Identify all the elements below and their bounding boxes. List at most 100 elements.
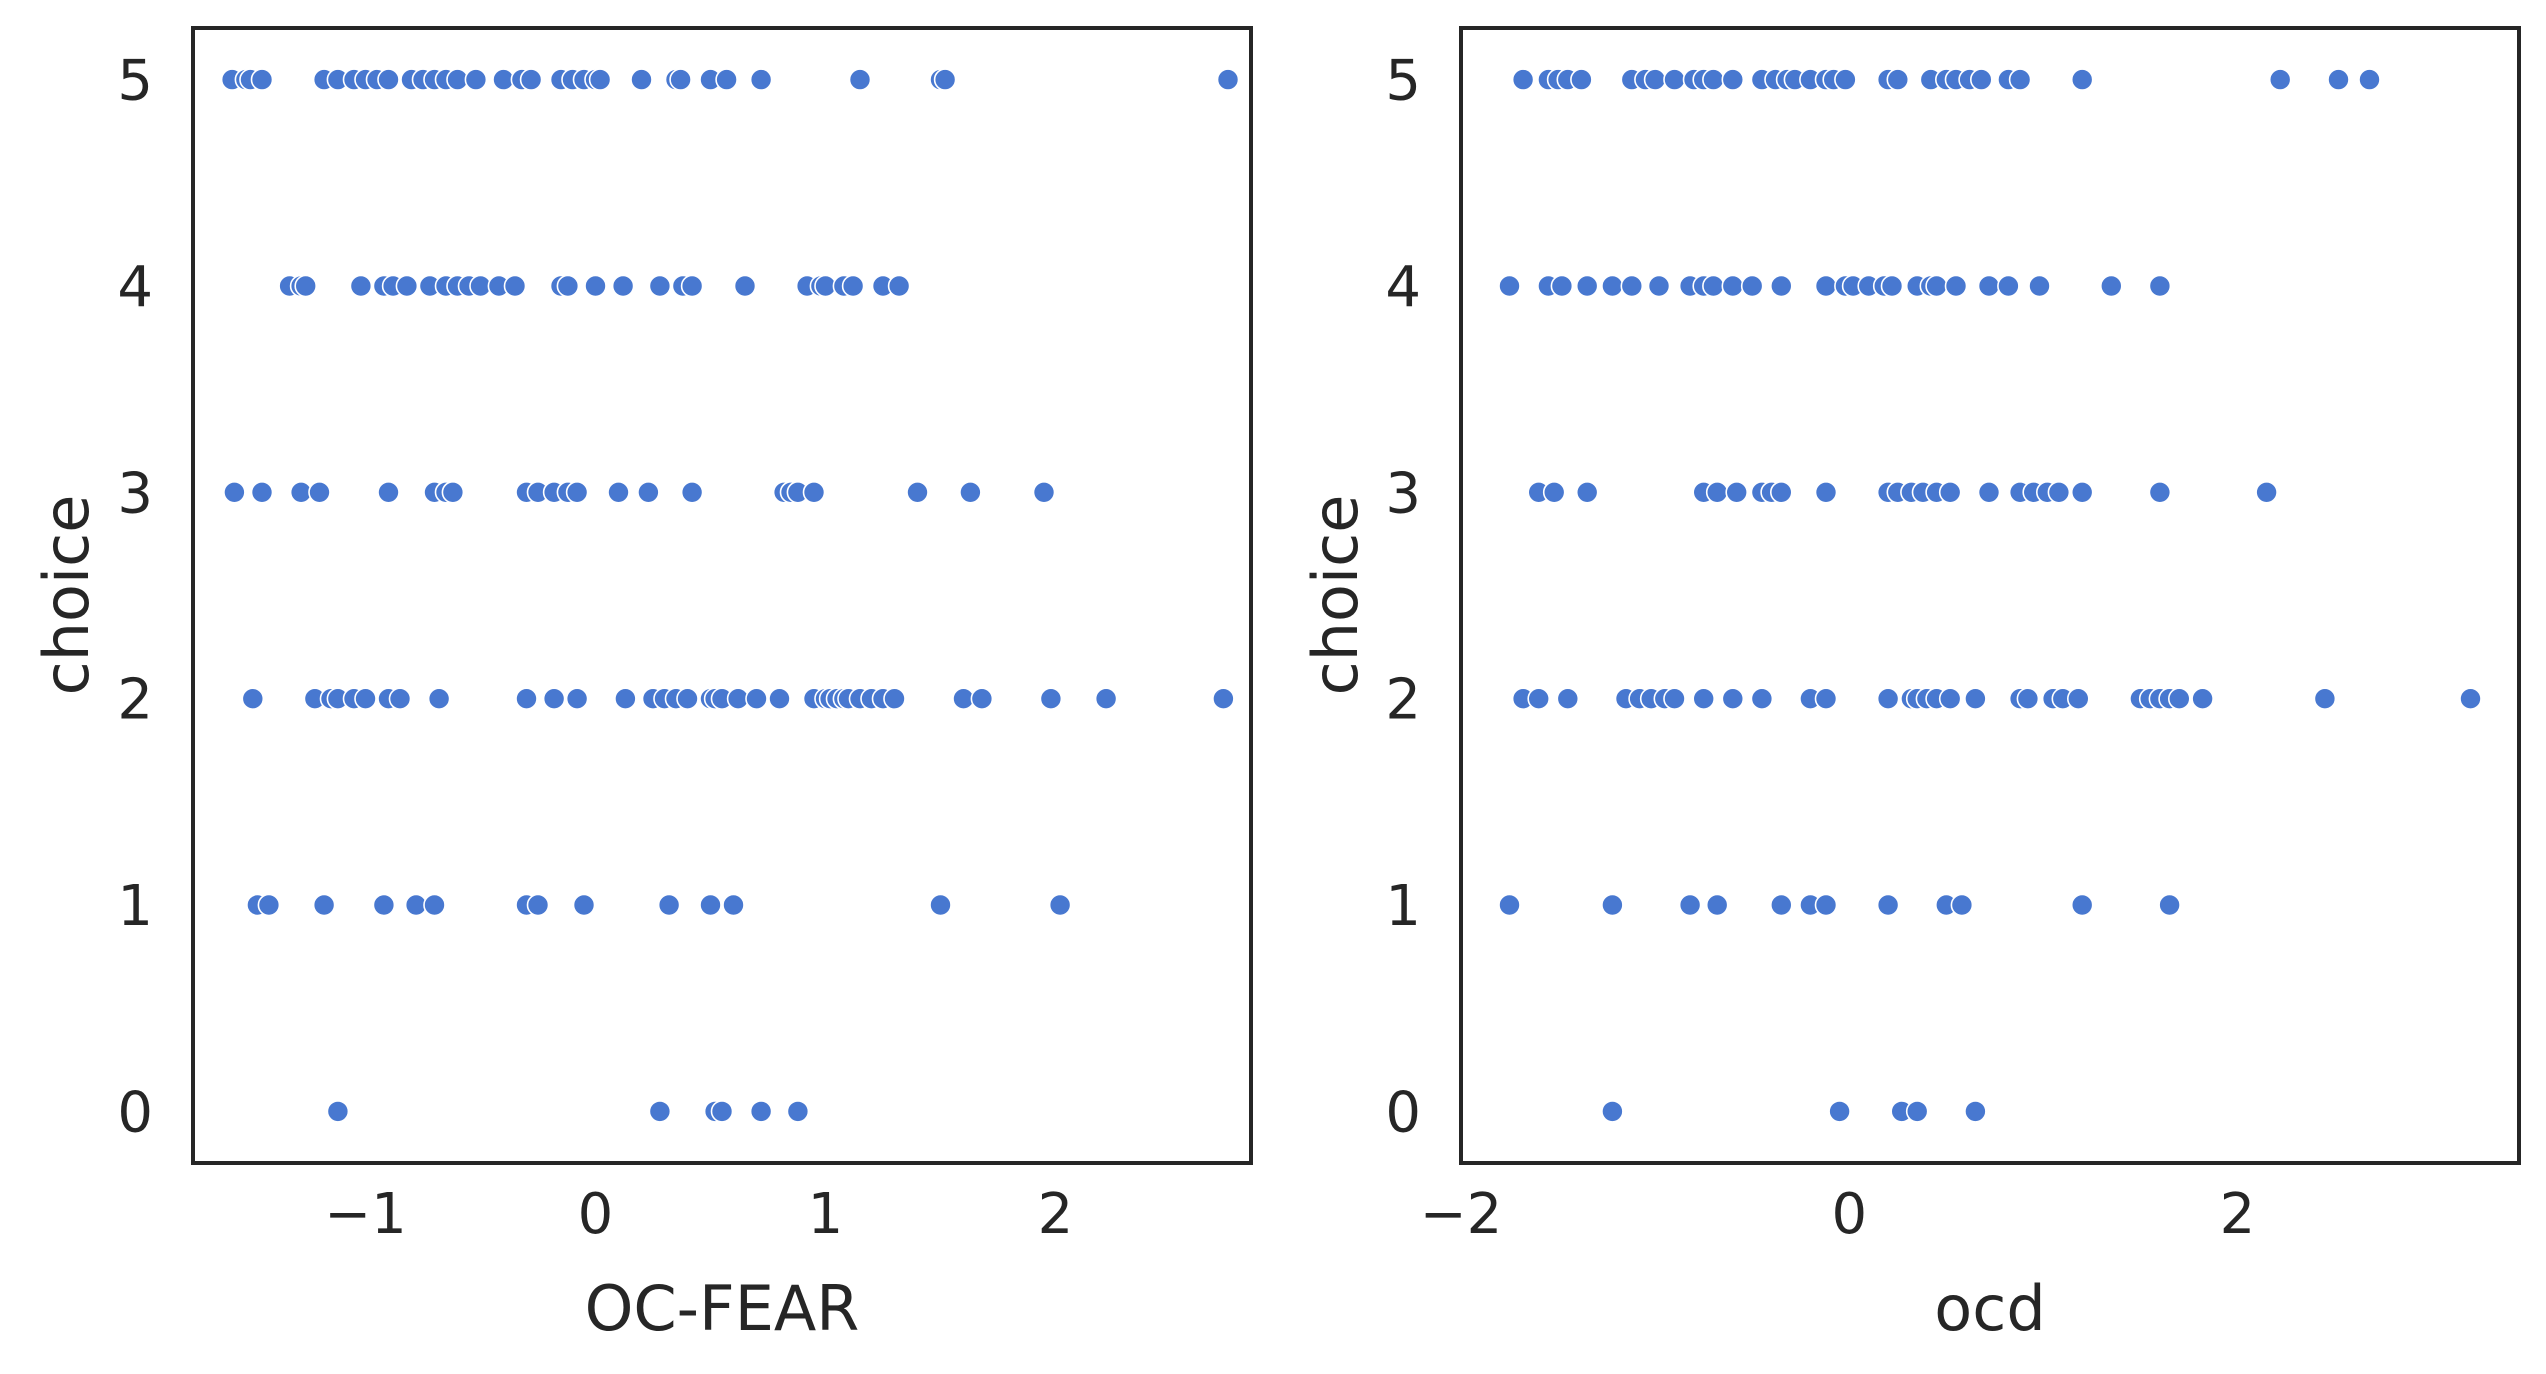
left-data-point	[1212, 687, 1235, 711]
left-data-point	[377, 480, 400, 504]
left-data-point	[722, 893, 745, 917]
right-x-tick-label: −2	[1420, 1182, 1503, 1247]
left-data-point	[607, 480, 630, 504]
right-data-point	[2016, 687, 2040, 711]
left-x-tick-label: 1	[808, 1182, 844, 1247]
right-data-point	[1498, 274, 1521, 298]
right-data-point	[1880, 274, 1904, 298]
right-y-axis-label: choice	[1299, 495, 1372, 696]
left-y-tick-label: 4	[117, 255, 153, 320]
left-data-point	[308, 480, 331, 504]
right-data-point	[1542, 480, 1566, 504]
right-data-point	[1876, 893, 1900, 917]
right-y-ticks: 0 1 2 3 4 5	[1385, 49, 1421, 1146]
left-data-point	[223, 480, 246, 504]
right-data-point	[1601, 893, 1624, 917]
right-data-point	[1977, 480, 2001, 504]
left-data-point	[637, 480, 660, 504]
right-data-point	[2459, 687, 2482, 711]
left-data-point	[648, 274, 672, 298]
left-data-point	[933, 68, 957, 91]
left-data-point	[588, 68, 612, 91]
left-data-point	[715, 68, 738, 91]
left-data-point	[542, 687, 566, 711]
right-data-point	[1570, 68, 1593, 91]
left-data-point	[802, 480, 826, 504]
left-y-tick-label: 0	[117, 1080, 153, 1145]
right-data-point	[1944, 274, 1968, 298]
left-y-tick-label: 5	[117, 49, 153, 114]
left-y-tick-label: 3	[117, 461, 153, 526]
left-x-ticks: −1 0 1 2	[324, 1182, 1073, 1247]
right-data-point	[1964, 687, 1987, 711]
left-data-point	[464, 68, 488, 91]
left-data-point	[257, 893, 281, 917]
left-y-tick-label: 2	[117, 668, 153, 733]
left-data-point	[377, 68, 400, 91]
right-data-point	[1511, 68, 1535, 91]
right-data-point	[2191, 687, 2214, 711]
left-data-point	[565, 480, 589, 504]
left-x-tick-label: 0	[578, 1182, 614, 1247]
right-data-point	[2358, 68, 2381, 91]
left-data-point	[503, 274, 527, 298]
right-data-point	[1620, 274, 1644, 298]
right-data-point	[1876, 687, 1900, 711]
right-data-point	[1886, 68, 1910, 91]
right-data-point	[2070, 68, 2094, 91]
left-data-point	[710, 1100, 734, 1123]
right-data-point	[1702, 274, 1725, 298]
left-plot-frame	[191, 26, 1253, 1165]
right-data-point	[1814, 687, 1838, 711]
right-data-point	[1814, 893, 1838, 917]
left-data-point	[611, 274, 635, 298]
left-data-point	[395, 274, 419, 298]
right-data-point	[2268, 68, 2292, 91]
left-data-point	[841, 274, 865, 298]
left-data-point	[883, 687, 906, 711]
right-data-point	[1950, 893, 1974, 917]
right-data-point	[1740, 274, 1764, 298]
right-data-point	[2008, 68, 2032, 91]
left-data-point	[745, 687, 768, 711]
right-y-tick-label: 0	[1385, 1080, 1421, 1145]
right-data-point	[1550, 274, 1574, 298]
left-data-point	[441, 480, 465, 504]
right-data-point	[1828, 1100, 1851, 1123]
right-data-point	[1643, 68, 1667, 91]
right-data-point	[1575, 274, 1599, 298]
left-x-tick-label: −1	[324, 1182, 407, 1247]
left-data-point	[676, 687, 699, 711]
right-data-point	[2327, 68, 2350, 91]
right-data-point	[2255, 480, 2278, 504]
right-data-point	[1925, 274, 1948, 298]
left-data-point	[572, 893, 596, 917]
left-data-point	[1216, 68, 1240, 91]
right-data-point	[1556, 687, 1580, 711]
right-data-point	[1498, 893, 1521, 917]
left-data-point	[1039, 687, 1063, 711]
left-data-point	[680, 274, 704, 298]
right-data-point	[1721, 274, 1745, 298]
left-x-tick-label: 2	[1038, 1182, 1074, 1247]
right-y-tick-label: 1	[1385, 874, 1421, 939]
right-data-point	[1770, 274, 1793, 298]
right-data-point	[1702, 68, 1725, 91]
left-data-point	[354, 687, 377, 711]
right-data-point	[1814, 480, 1838, 504]
left-data-point	[768, 687, 791, 711]
left-data-point	[388, 687, 412, 711]
left-data-points	[220, 68, 1240, 1123]
left-data-point	[959, 480, 982, 504]
left-data-point	[733, 274, 757, 298]
right-data-point	[1770, 893, 1793, 917]
right-data-point	[2067, 687, 2090, 711]
left-data-point	[372, 893, 396, 917]
right-data-point	[1663, 687, 1686, 711]
right-data-point	[1705, 893, 1729, 917]
left-y-ticks: 0 1 2 3 4 5	[117, 49, 153, 1146]
left-data-point	[423, 893, 446, 917]
right-plot-frame	[1459, 26, 2521, 1165]
